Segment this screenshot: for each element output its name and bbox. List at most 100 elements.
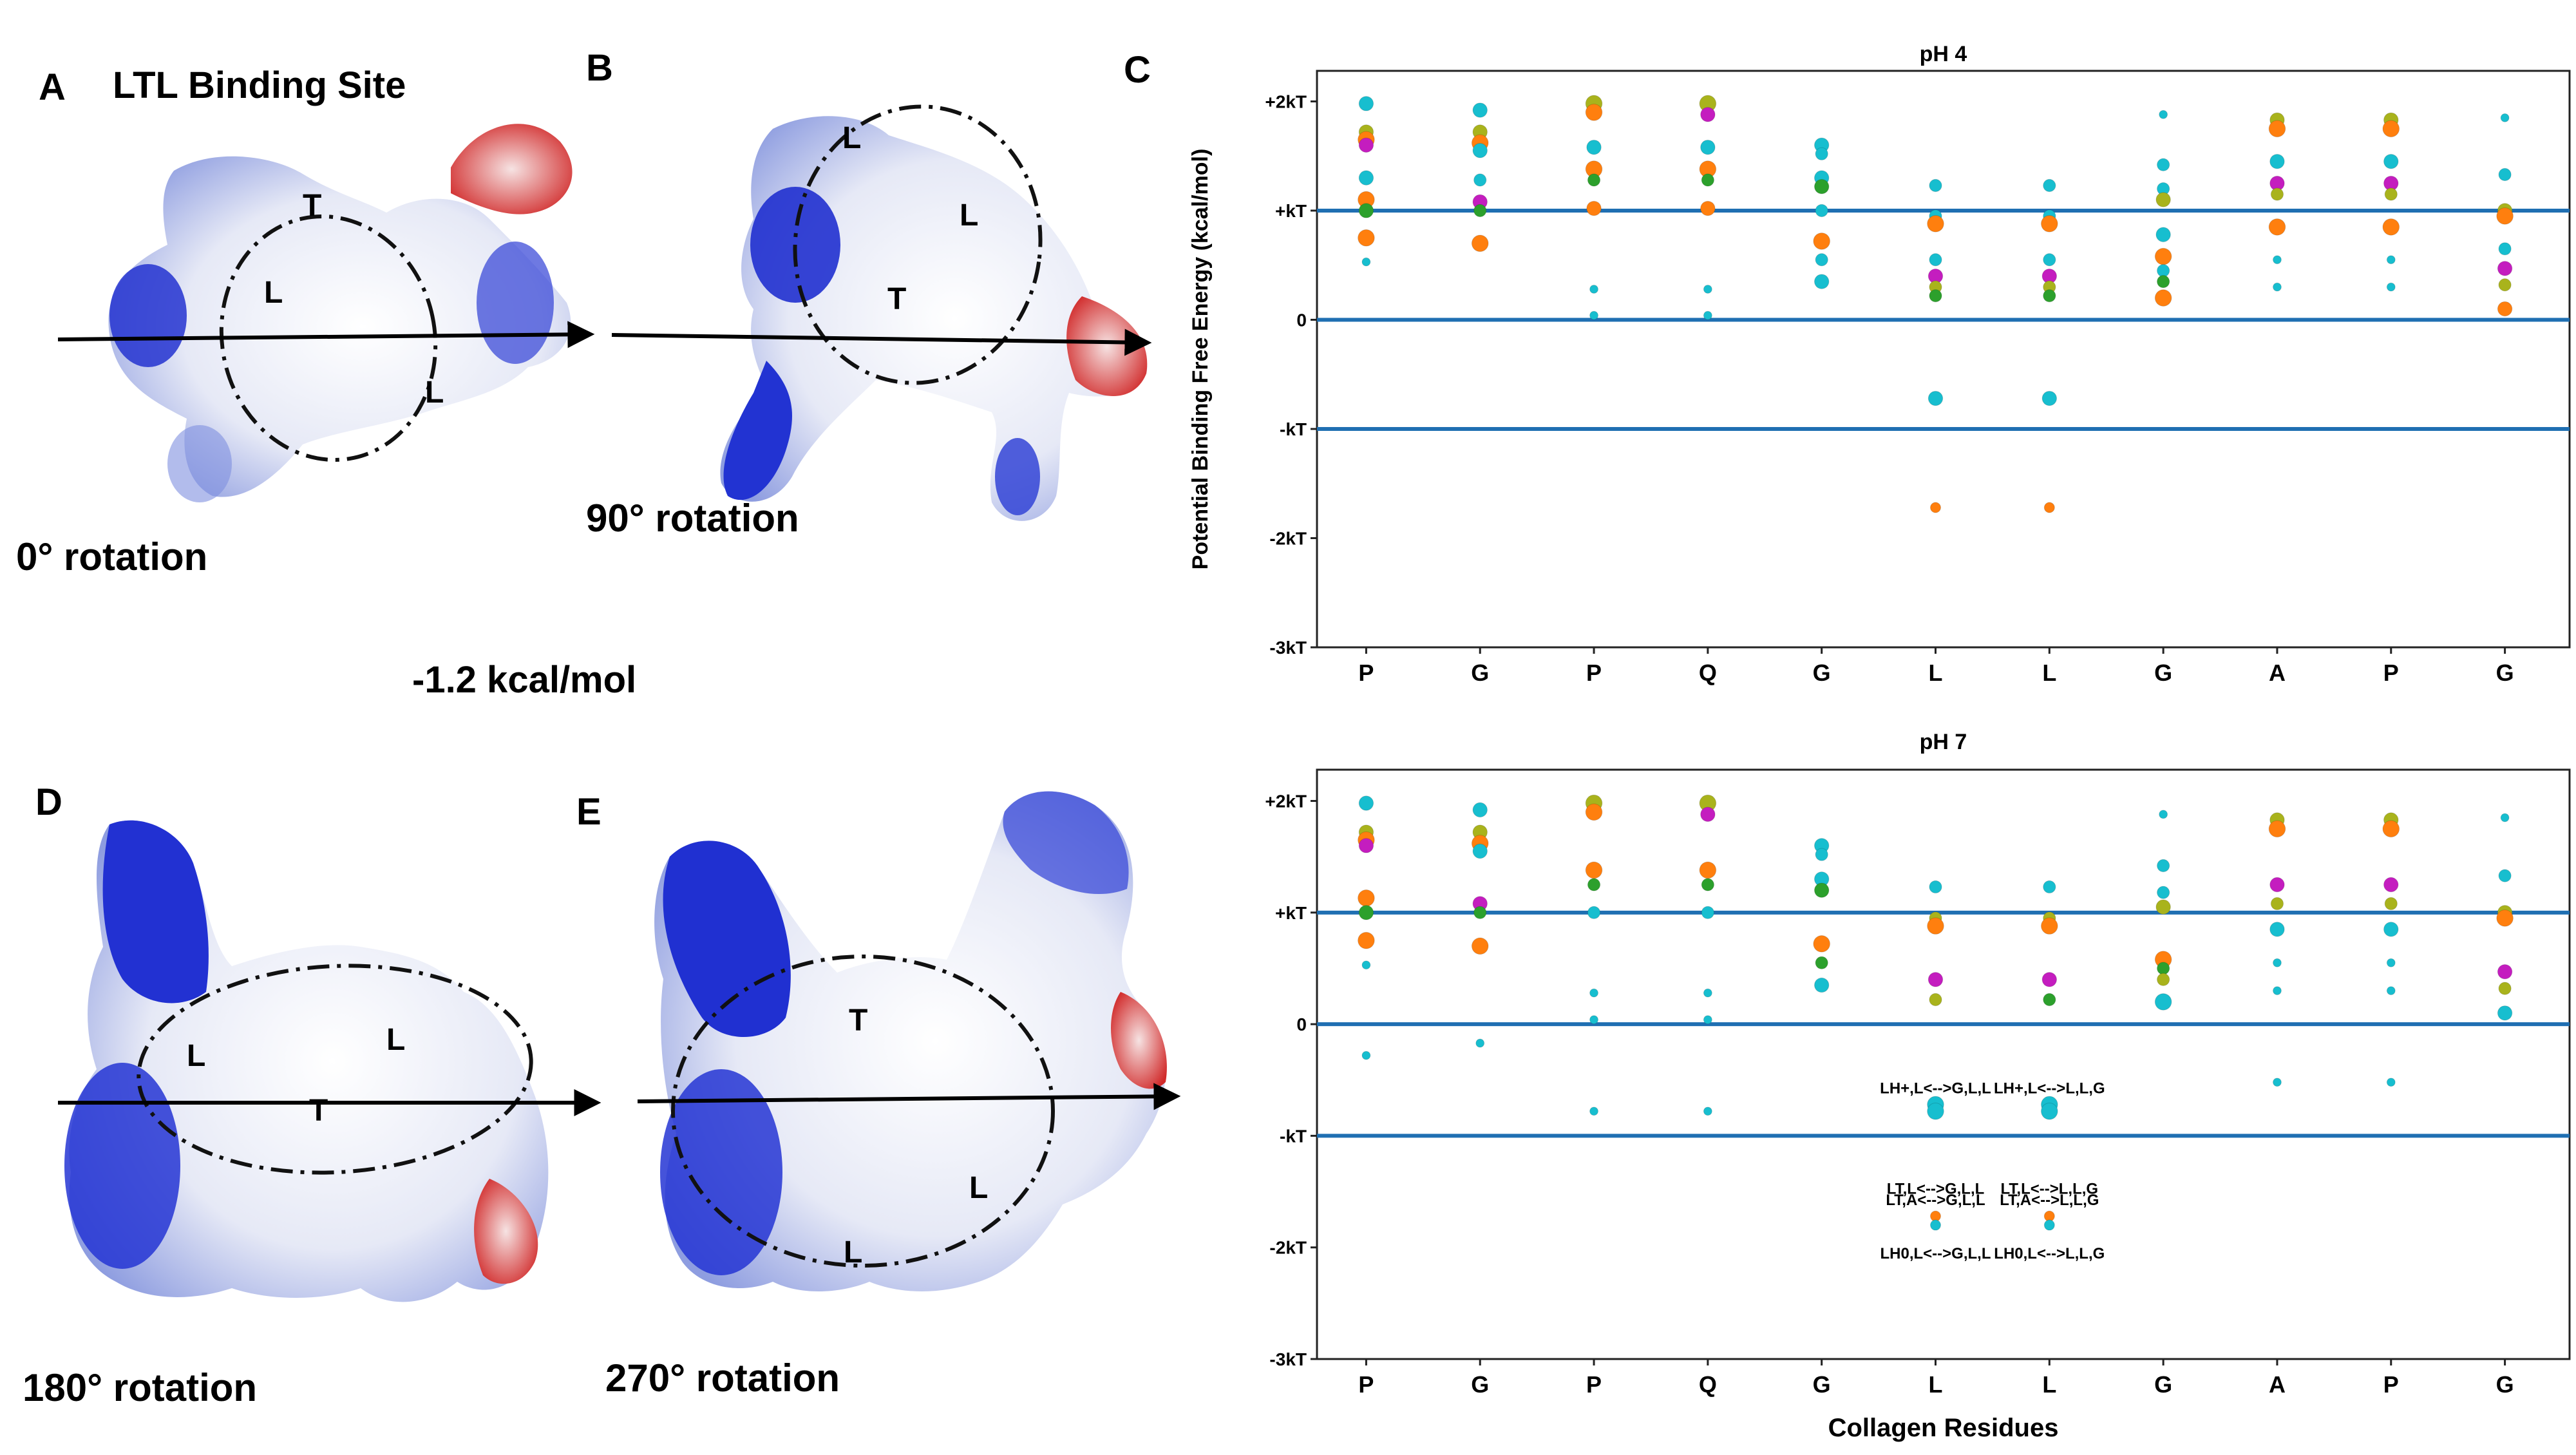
- data-point-43: [1927, 972, 1944, 987]
- y-tick-label: -2kT: [1269, 1238, 1307, 1258]
- data-point-81: [2386, 1078, 2396, 1087]
- chart-title: pH 4: [1920, 42, 1967, 66]
- x-tick-label: G: [2496, 1371, 2514, 1398]
- data-point-8: [1361, 1051, 1371, 1060]
- data-point-28: [1701, 878, 1714, 891]
- panel-letter-a: A: [39, 66, 66, 108]
- chart-ph7: pH 7 +2kT +kT 0 -kT -2kT -3kT P G P Q G L L G A P G Collag…: [1265, 730, 2571, 1442]
- data-point-88: [2498, 242, 2512, 256]
- y-tick-label: +kT: [1275, 903, 1307, 923]
- data-point-23: [1589, 285, 1598, 294]
- x-tick-label: P: [2383, 1371, 2399, 1398]
- data-point-91: [2497, 301, 2513, 317]
- panel-d: D L L T 180° rotation: [23, 781, 601, 1409]
- data-point-57: [2043, 1219, 2055, 1231]
- binding-energy-label: -1.2 kcal/mol: [412, 659, 636, 701]
- data-point-59: [2157, 859, 2170, 873]
- x-tick-label: L: [2042, 1371, 2056, 1398]
- data-point-48: [1927, 390, 1944, 406]
- data-point-39: [1815, 253, 1828, 267]
- binding-site-title: LTL Binding Site: [113, 64, 406, 106]
- residue-label-d-2: L: [386, 1023, 405, 1057]
- data-point-49: [1930, 502, 1941, 513]
- data-point-27: [1700, 139, 1716, 155]
- data-point-15: [1471, 937, 1489, 955]
- data-point-77: [2382, 120, 2400, 138]
- data-point-74: [2273, 255, 2282, 265]
- data-point-4: [1358, 170, 1374, 185]
- data-point-16: [1475, 1038, 1485, 1048]
- residue-label-a-2: L: [264, 276, 283, 310]
- data-point-72: [2270, 187, 2284, 201]
- data-point-49: [2043, 880, 2056, 894]
- data-point-14: [1473, 906, 1487, 919]
- data-point-39: [1814, 977, 1830, 993]
- data-point-60: [2157, 158, 2170, 171]
- panel-b: B L L T 90° rotation: [586, 47, 1152, 540]
- data-point-9: [1472, 102, 1488, 118]
- data-point-26: [1700, 806, 1716, 823]
- data-point-21: [1587, 906, 1601, 919]
- data-point-50: [2043, 178, 2056, 193]
- data-point-82: [2386, 255, 2396, 265]
- data-point-47: [1929, 289, 1942, 303]
- data-point-62: [2155, 192, 2171, 207]
- panel-letter-e: E: [576, 791, 601, 833]
- y-tick-label: +kT: [1275, 201, 1307, 221]
- x-tick-label: L: [1929, 660, 1943, 686]
- x-tick-label: G: [1813, 1371, 1831, 1398]
- data-point-80: [2384, 187, 2398, 201]
- data-point-48: [1930, 1219, 1941, 1231]
- data-point-79: [2386, 958, 2396, 967]
- data-point-52: [2041, 215, 2058, 233]
- data-point-87: [2498, 982, 2512, 995]
- data-point-76: [2383, 877, 2399, 893]
- data-point-29: [1701, 906, 1714, 919]
- panel-e: E T L L 270° rotation: [576, 791, 1181, 1400]
- x-tick-label: P: [1586, 1371, 1602, 1398]
- data-point-42: [1927, 917, 1944, 935]
- data-point-43: [1927, 215, 1944, 233]
- molecule-surface-e: [654, 791, 1167, 1291]
- data-point-84: [2500, 113, 2510, 122]
- residue-label-d-3: T: [309, 1094, 328, 1128]
- data-point-22: [1586, 200, 1602, 216]
- data-point-82: [2500, 813, 2510, 823]
- residue-label-e-2: L: [969, 1171, 988, 1205]
- data-point-78: [2383, 153, 2399, 169]
- annotation-0: LH+,L<-->G,L,L: [1880, 1080, 1991, 1098]
- data-point-73: [2273, 1078, 2282, 1087]
- chart-title: pH 7: [1920, 730, 1967, 754]
- data-point-53: [2043, 993, 2056, 1007]
- annotation-7: LH0,L<-->L,L,G: [1994, 1245, 2105, 1262]
- molecule-surface-b: [720, 116, 1148, 521]
- data-point-72: [2273, 986, 2282, 996]
- plot-frame: [1316, 768, 2571, 1360]
- data-point-80: [2386, 986, 2396, 996]
- data-point-64: [2157, 973, 2170, 986]
- y-tick-label: -kT: [1280, 1126, 1307, 1146]
- data-point-23: [1589, 1015, 1598, 1025]
- rotation-axis-arrow-a: [57, 321, 595, 348]
- data-point-15: [1473, 204, 1487, 218]
- data-point-19: [1586, 139, 1602, 155]
- x-tick-label: P: [1358, 660, 1374, 686]
- plot-frame: [1316, 70, 2571, 649]
- data-point-70: [2269, 922, 2285, 937]
- data-point-30: [1703, 988, 1712, 998]
- data-point-9: [1472, 802, 1488, 818]
- data-point-36: [1814, 882, 1830, 898]
- data-point-71: [2273, 958, 2282, 967]
- residue-label-b-1: L: [842, 121, 861, 155]
- data-point-64: [2154, 247, 2172, 265]
- data-point-85: [2498, 167, 2512, 182]
- residue-label-e-3: L: [844, 1235, 862, 1270]
- data-point-19: [1585, 861, 1603, 879]
- data-point-22: [1589, 988, 1598, 998]
- data-point-70: [2269, 153, 2285, 169]
- data-point-38: [1813, 233, 1830, 250]
- data-point-0: [1358, 96, 1374, 111]
- x-axis-label: Collagen Residues: [1828, 1414, 2059, 1442]
- x-tick-label: A: [2269, 660, 2286, 686]
- x-tick-label: G: [2154, 1371, 2172, 1398]
